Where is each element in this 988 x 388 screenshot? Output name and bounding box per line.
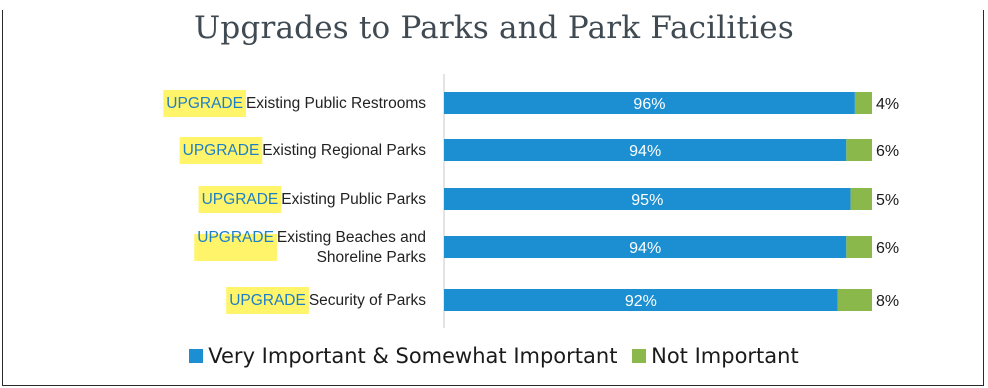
legend: Very Important & Somewhat Important Not … — [0, 344, 988, 368]
category-label-2-0: Existing Public Parks — [281, 191, 426, 208]
category-tag-1: UPGRADE — [183, 142, 260, 159]
bar-not-important-1 — [846, 139, 872, 161]
category-tag-highlight-3 — [194, 234, 277, 261]
legend-item-not-important: Not Important — [632, 344, 799, 368]
bar-not-important-3 — [846, 236, 872, 258]
legend-item-important: Very Important & Somewhat Important — [189, 344, 617, 368]
category-tag-highlight-0 — [163, 90, 246, 117]
category-label-0-0: Existing Public Restrooms — [246, 95, 426, 112]
category-tag-highlight-1 — [179, 137, 263, 164]
category-tag-3: UPGRADE — [197, 229, 274, 246]
category-tag-highlight-4 — [226, 287, 309, 314]
bar-not-important-2 — [850, 188, 872, 210]
data-label-not-important-4: 8% — [876, 293, 899, 310]
legend-swatch-important — [189, 349, 204, 363]
category-tag-highlight-2 — [198, 186, 282, 213]
category-label-1-0: Existing Regional Parks — [262, 142, 426, 159]
data-label-not-important-1: 6% — [876, 143, 899, 160]
category-label-4-0: Security of Parks — [309, 292, 426, 309]
bar-not-important-0 — [854, 92, 872, 114]
data-label-important-1: 94% — [629, 143, 661, 160]
bar-important-2 — [444, 188, 851, 210]
legend-swatch-not-important — [632, 349, 647, 363]
data-label-important-0: 96% — [633, 96, 665, 113]
legend-label-not-important: Not Important — [651, 344, 799, 368]
data-label-not-important-2: 5% — [876, 192, 899, 209]
data-label-not-important-3: 6% — [876, 240, 899, 257]
data-label-important-3: 94% — [629, 240, 661, 257]
bar-not-important-4 — [837, 289, 872, 311]
category-label-3-0: Existing Beaches and — [277, 229, 426, 246]
bar-important-1 — [444, 139, 847, 161]
top-mask — [0, 0, 988, 10]
category-tag-0: UPGRADE — [166, 95, 243, 112]
category-tag-2: UPGRADE — [202, 191, 279, 208]
chart-title: Upgrades to Parks and Park Facilities — [194, 10, 794, 46]
data-label-not-important-0: 4% — [876, 96, 899, 113]
data-label-important-4: 92% — [625, 293, 657, 310]
legend-label-important: Very Important & Somewhat Important — [208, 344, 618, 368]
bar-important-0 — [444, 92, 855, 114]
data-label-important-2: 95% — [631, 192, 663, 209]
bar-important-3 — [444, 236, 847, 258]
category-label-3-1: Shoreline Parks — [317, 249, 427, 266]
bar-important-4 — [444, 289, 838, 311]
category-tag-4: UPGRADE — [229, 292, 306, 309]
